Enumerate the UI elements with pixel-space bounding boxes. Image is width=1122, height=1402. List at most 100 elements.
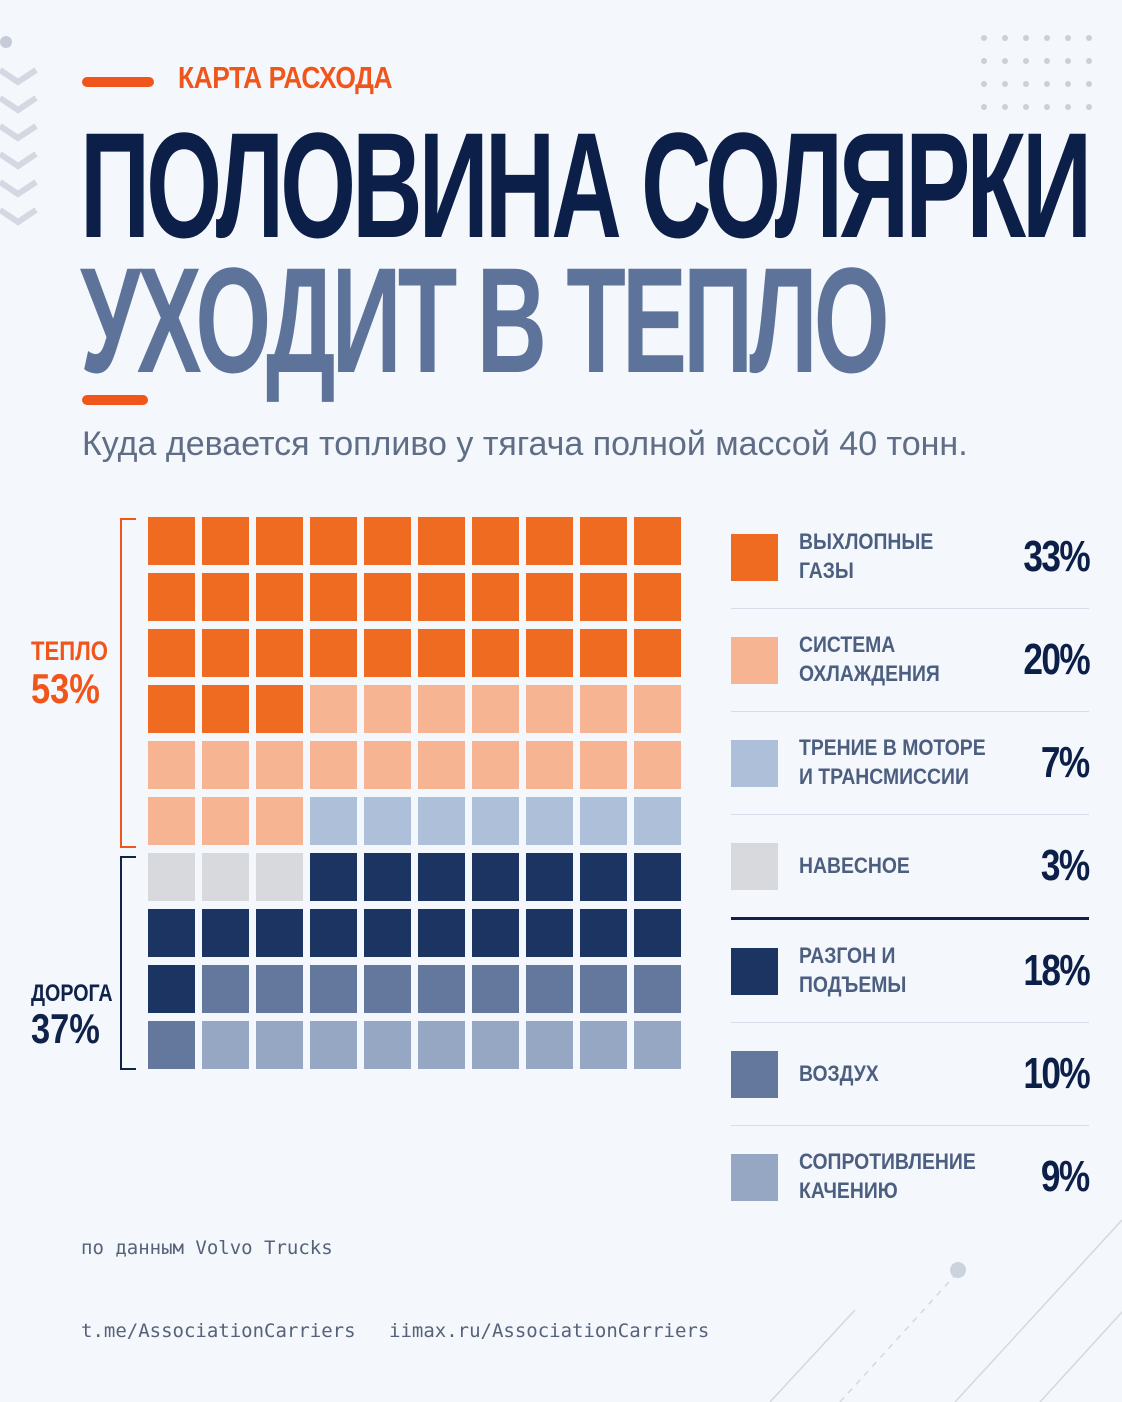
waffle-cell-cooling xyxy=(580,741,627,789)
waffle-cell-acceleration xyxy=(634,853,681,901)
website-link[interactable]: iimax.ru/AssociationCarriers xyxy=(389,1320,710,1342)
waffle-cell-friction xyxy=(634,797,681,845)
waffle-cell-exhaust xyxy=(148,629,195,677)
legend-label: ВОЗДУХ xyxy=(799,1060,879,1086)
waffle-cell-acceleration xyxy=(148,909,195,957)
waffle-cell-air xyxy=(310,965,357,1013)
legend-label: СОПРОТИВЛЕНИЕ КАЧЕНИЮ xyxy=(799,1149,976,1203)
heat-group-name: ТЕПЛО xyxy=(31,636,108,666)
waffle-cell-exhaust xyxy=(580,629,627,677)
waffle-cell-cooling xyxy=(418,741,465,789)
waffle-cell-acceleration xyxy=(526,909,573,957)
waffle-cell-cooling xyxy=(418,685,465,733)
waffle-cell-acceleration xyxy=(202,909,249,957)
subtitle: Куда девается топливо у тягача полной ма… xyxy=(82,425,968,463)
dot-grid-decoration xyxy=(981,35,1092,110)
waffle-cell-exhaust xyxy=(256,685,303,733)
headline-accent-bar xyxy=(82,395,148,405)
waffle-cell-exhaust xyxy=(634,517,681,565)
road-group-name: ДОРОГА xyxy=(31,980,113,1007)
waffle-cell-exhaust xyxy=(256,629,303,677)
legend-swatch xyxy=(731,843,778,890)
legend-item-exhaust: ВЫХЛОПНЫЕ ГАЗЫ 33% xyxy=(731,506,1091,609)
waffle-cell-acceleration xyxy=(310,853,357,901)
waffle-cell-air xyxy=(256,965,303,1013)
waffle-cell-exhaust xyxy=(202,517,249,565)
waffle-cell-acceleration xyxy=(148,965,195,1013)
waffle-cell-acceleration xyxy=(634,909,681,957)
waffle-cell-cooling xyxy=(472,741,519,789)
waffle-cell-rolling xyxy=(580,1021,627,1069)
legend-swatch xyxy=(731,1154,778,1201)
waffle-cell-exhaust xyxy=(418,573,465,621)
legend: ВЫХЛОПНЫЕ ГАЗЫ 33% СИСТЕМА ОХЛАЖДЕНИЯ 20… xyxy=(731,506,1091,1228)
waffle-cell-friction xyxy=(580,797,627,845)
legend-swatch xyxy=(731,534,778,581)
waffle-cell-exhaust xyxy=(202,573,249,621)
waffle-cell-acceleration xyxy=(364,853,411,901)
waffle-cell-exhaust xyxy=(202,685,249,733)
legend-item-rolling: СОПРОТИВЛЕНИЕ КАЧЕНИЮ 9% xyxy=(731,1126,1091,1228)
waffle-cell-exhaust xyxy=(202,629,249,677)
waffle-cell-exhaust xyxy=(472,629,519,677)
waffle-cell-exhaust xyxy=(364,629,411,677)
waffle-cell-exhaust xyxy=(256,517,303,565)
waffle-cell-acceleration xyxy=(472,853,519,901)
waffle-cell-cooling xyxy=(364,741,411,789)
legend-label: ВЫХЛОПНЫЕ ГАЗЫ xyxy=(799,529,934,583)
waffle-cell-rolling xyxy=(364,1021,411,1069)
waffle-cell-accessories xyxy=(256,853,303,901)
waffle-cell-friction xyxy=(526,797,573,845)
waffle-cell-rolling xyxy=(202,1021,249,1069)
headline-line-1: ПОЛОВИНА СОЛЯРКИ xyxy=(80,101,1092,269)
waffle-cell-exhaust xyxy=(634,573,681,621)
legend-swatch xyxy=(731,1051,778,1098)
waffle-cell-cooling xyxy=(148,741,195,789)
waffle-cell-exhaust xyxy=(526,517,573,565)
waffle-cell-acceleration xyxy=(580,853,627,901)
road-group-percent: 37% xyxy=(31,1005,100,1052)
waffle-cell-acceleration xyxy=(256,909,303,957)
waffle-cell-cooling xyxy=(634,741,681,789)
kicker-label: КАРТА РАСХОДА xyxy=(178,60,393,95)
waffle-cell-cooling xyxy=(256,741,303,789)
waffle-cell-rolling xyxy=(310,1021,357,1069)
legend-item-cooling: СИСТЕМА ОХЛАЖДЕНИЯ 20% xyxy=(731,609,1091,712)
waffle-cell-exhaust xyxy=(634,629,681,677)
road-group-bracket xyxy=(120,856,136,1070)
waffle-cell-exhaust xyxy=(418,517,465,565)
source-note: по данным Volvo Trucks xyxy=(81,1237,333,1259)
legend-percent: 7% xyxy=(1041,738,1090,787)
waffle-cell-acceleration xyxy=(580,909,627,957)
waffle-cell-exhaust xyxy=(148,573,195,621)
waffle-cell-air xyxy=(418,965,465,1013)
waffle-cell-exhaust xyxy=(310,629,357,677)
waffle-cell-acceleration xyxy=(526,853,573,901)
waffle-cell-friction xyxy=(472,797,519,845)
waffle-cell-cooling xyxy=(202,741,249,789)
waffle-cell-exhaust xyxy=(148,685,195,733)
waffle-cell-acceleration xyxy=(418,853,465,901)
waffle-cell-friction xyxy=(364,797,411,845)
waffle-cell-cooling xyxy=(472,685,519,733)
chevron-decoration xyxy=(0,36,38,226)
waffle-cell-acceleration xyxy=(310,909,357,957)
waffle-cell-exhaust xyxy=(310,517,357,565)
waffle-cell-cooling xyxy=(310,685,357,733)
waffle-cell-air xyxy=(526,965,573,1013)
legend-percent: 18% xyxy=(1023,946,1090,995)
line-decoration xyxy=(769,1219,1122,1402)
legend-percent: 10% xyxy=(1023,1049,1090,1098)
footer-links: t.me/AssociationCarriers iimax.ru/Associ… xyxy=(81,1320,709,1342)
legend-label: ТРЕНИЕ В МОТОРЕ И ТРАНСМИССИИ xyxy=(799,735,986,789)
waffle-cell-cooling xyxy=(202,797,249,845)
telegram-link[interactable]: t.me/AssociationCarriers xyxy=(81,1320,356,1342)
heat-group-bracket xyxy=(120,518,136,848)
waffle-cell-exhaust xyxy=(148,517,195,565)
waffle-chart xyxy=(148,517,684,1069)
legend-swatch xyxy=(731,948,778,995)
headline-line-2: УХОДИТ В ТЕПЛО xyxy=(80,236,890,404)
waffle-cell-acceleration xyxy=(364,909,411,957)
waffle-cell-exhaust xyxy=(364,517,411,565)
waffle-cell-exhaust xyxy=(472,517,519,565)
